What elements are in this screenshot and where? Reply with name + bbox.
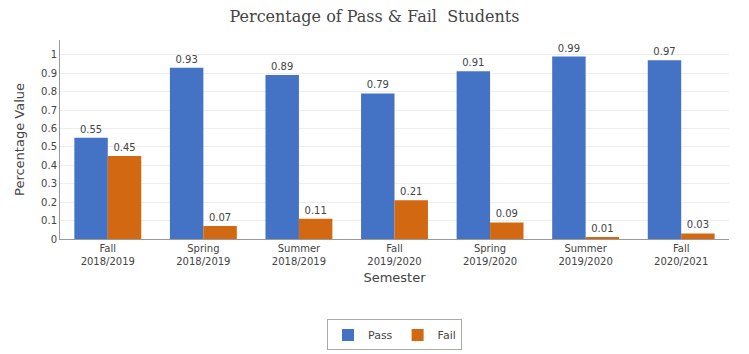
svg-text:0.93: 0.93 <box>176 54 198 65</box>
svg-text:0.91: 0.91 <box>462 57 484 68</box>
svg-text:Semester: Semester <box>363 270 426 285</box>
svg-text:Percentage Value: Percentage Value <box>12 83 27 196</box>
svg-text:0.8: 0.8 <box>41 86 57 97</box>
svg-text:Spring2018/2019: Spring2018/2019 <box>176 243 230 267</box>
svg-text:0.01: 0.01 <box>591 223 613 234</box>
svg-text:0.09: 0.09 <box>496 208 518 219</box>
svg-text:0.1: 0.1 <box>41 215 57 226</box>
svg-text:Pass: Pass <box>368 329 393 342</box>
svg-text:0.9: 0.9 <box>41 68 57 79</box>
svg-text:0.7: 0.7 <box>41 105 57 116</box>
svg-text:0: 0 <box>51 234 57 245</box>
svg-text:0.55: 0.55 <box>80 124 102 135</box>
svg-text:0.97: 0.97 <box>653 46 675 57</box>
svg-text:Percentage of Pass & Fail Stu: Percentage of Pass & Fail Students <box>229 7 519 26</box>
svg-text:Summer2018/2019: Summer2018/2019 <box>272 243 326 267</box>
svg-text:0.2: 0.2 <box>41 197 57 208</box>
svg-text:Fall2019/2020: Fall2019/2020 <box>367 243 421 267</box>
svg-text:0.45: 0.45 <box>113 142 135 153</box>
svg-text:0.03: 0.03 <box>687 219 709 230</box>
svg-text:Fall2020/2021: Fall2020/2021 <box>654 243 708 267</box>
svg-text:0.3: 0.3 <box>41 178 57 189</box>
svg-text:0.21: 0.21 <box>400 186 422 197</box>
svg-text:Fail: Fail <box>438 329 456 342</box>
svg-text:Spring2019/2020: Spring2019/2020 <box>463 243 517 267</box>
svg-text:0.07: 0.07 <box>209 212 231 223</box>
svg-text:0.6: 0.6 <box>41 123 57 134</box>
svg-text:0.99: 0.99 <box>558 43 580 54</box>
svg-text:0.11: 0.11 <box>305 205 327 216</box>
svg-text:Summer2019/2020: Summer2019/2020 <box>558 243 612 267</box>
svg-text:0.5: 0.5 <box>41 141 57 152</box>
svg-text:Fall2018/2019: Fall2018/2019 <box>81 243 135 267</box>
svg-text:0.89: 0.89 <box>271 61 293 72</box>
svg-text:1: 1 <box>51 49 57 60</box>
svg-text:0.4: 0.4 <box>41 160 57 171</box>
svg-text:0.79: 0.79 <box>367 79 389 90</box>
